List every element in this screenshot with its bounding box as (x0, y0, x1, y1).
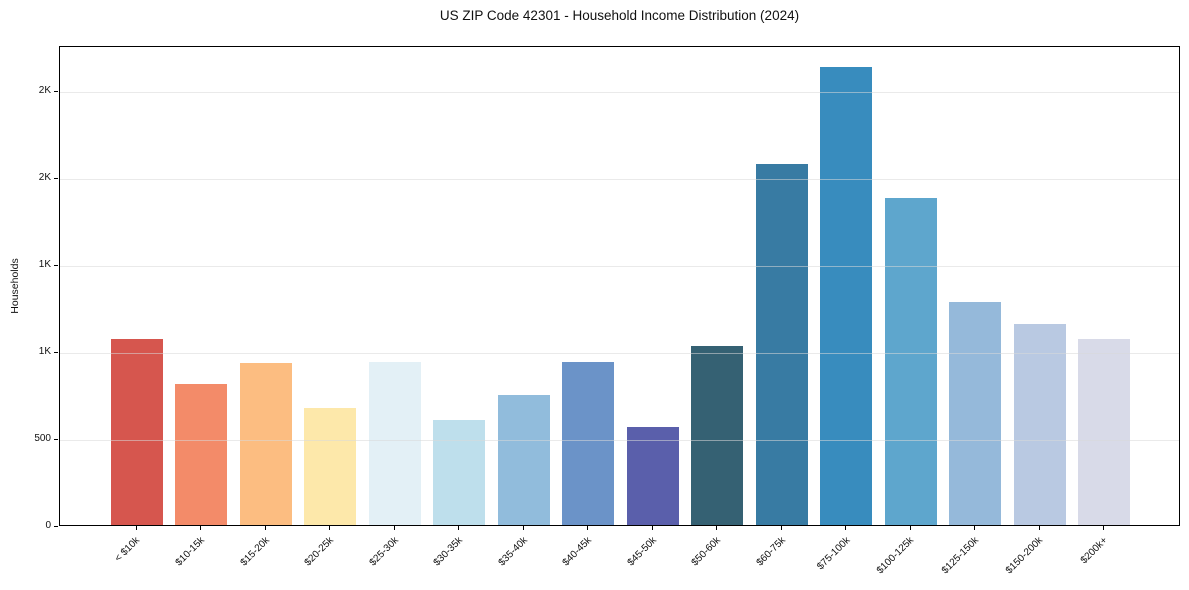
bar-$10-15k (175, 384, 228, 525)
x-tick-label: $60-75k (754, 535, 788, 569)
x-tick (1038, 526, 1040, 530)
x-tick-label: $30-35k (431, 535, 466, 569)
plot-area (59, 46, 1180, 526)
x-tick-label: $50-60k (689, 535, 724, 569)
gridline (60, 92, 1179, 94)
x-tick (845, 526, 847, 530)
x-tick-label: $45-50k (625, 535, 659, 569)
y-tick-label: 2K (38, 85, 51, 97)
x-tick (458, 526, 460, 530)
y-tick (54, 178, 58, 180)
y-tick (54, 526, 58, 527)
bar-$20-25k (304, 407, 357, 525)
x-tick-label: $25-30k (367, 535, 401, 569)
bar-< $10k (110, 338, 163, 525)
x-tick-label: $40-45k (560, 535, 595, 569)
x-tick (651, 526, 653, 530)
x-tick (587, 526, 589, 530)
x-tick (522, 526, 524, 530)
bar-$100-125k (884, 198, 937, 525)
bar-$25-30k (368, 362, 421, 525)
bar-$45-50k (626, 426, 679, 525)
x-tick (329, 526, 331, 530)
y-axis-label: Households (9, 258, 21, 314)
x-tick (974, 526, 976, 530)
bar-$150-200k (1013, 324, 1066, 525)
x-tick-label: $200k+ (1078, 535, 1111, 567)
bar-$200k+ (1078, 338, 1131, 525)
x-tick-label: $20-25k (302, 535, 337, 569)
x-tick-label: $35-40k (496, 535, 530, 569)
y-tick-label: 500 (34, 433, 51, 445)
y-tick (54, 91, 58, 93)
gridline (60, 179, 1179, 181)
x-tick-label: $125-150k (939, 535, 982, 577)
bar-$60-75k (755, 164, 808, 525)
x-tick-label: $15-20k (238, 535, 272, 569)
bar-$40-45k (562, 362, 615, 525)
x-tick (200, 526, 202, 530)
y-tick-label: 0 (45, 520, 51, 531)
x-tick (780, 526, 782, 530)
gridline (60, 266, 1179, 268)
bar-$30-35k (433, 419, 486, 525)
x-tick-label: < $10k (113, 535, 143, 565)
x-tick (1103, 526, 1105, 530)
x-tick (135, 526, 137, 530)
y-tick (54, 265, 58, 267)
y-tick-label: 2K (38, 172, 51, 184)
x-tick (909, 526, 911, 530)
x-tick-label: $75-100k (814, 535, 853, 573)
x-tick (716, 526, 718, 530)
gridline (60, 440, 1179, 442)
x-tick (264, 526, 266, 530)
y-tick (54, 352, 58, 354)
x-tick-label: $100-125k (875, 535, 917, 577)
y-tick (54, 439, 58, 441)
x-tick-label: $10-15k (173, 535, 208, 569)
bar-$50-60k (691, 345, 744, 525)
bar-$75-100k (820, 66, 873, 525)
bar-$35-40k (497, 394, 550, 525)
chart-title: US ZIP Code 42301 - Household Income Dis… (439, 8, 800, 23)
x-tick (393, 526, 395, 530)
y-tick-label: 1K (38, 346, 51, 358)
bar-$125-150k (949, 301, 1002, 525)
x-tick-label: $150-200k (1004, 535, 1046, 577)
gridline (60, 353, 1179, 355)
bar-$15-20k (239, 363, 292, 525)
y-tick-label: 1K (38, 259, 51, 271)
